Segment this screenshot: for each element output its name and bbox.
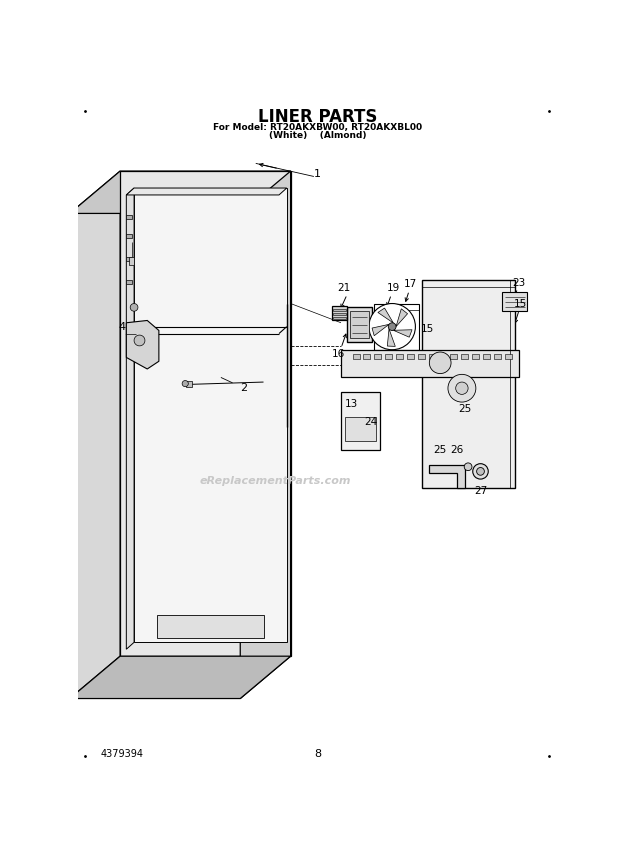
Polygon shape [393,330,412,338]
Polygon shape [396,309,407,326]
Polygon shape [345,418,376,441]
Text: 25: 25 [458,404,472,414]
Polygon shape [332,306,347,320]
Text: For Model: RT20AKXBW00, RT20AKXBL00: For Model: RT20AKXBW00, RT20AKXBL00 [213,122,422,132]
Polygon shape [126,215,131,219]
Circle shape [456,382,468,394]
Polygon shape [385,355,392,359]
Text: 1: 1 [314,169,321,179]
Polygon shape [374,355,381,359]
Circle shape [388,323,396,331]
Polygon shape [69,171,120,698]
Text: 15: 15 [421,324,435,334]
Polygon shape [407,355,414,359]
Polygon shape [69,656,291,698]
Circle shape [477,468,484,475]
Circle shape [505,300,511,307]
Polygon shape [440,355,446,359]
Polygon shape [502,292,527,311]
Polygon shape [334,317,346,319]
Polygon shape [483,355,490,359]
Polygon shape [396,355,403,359]
Polygon shape [126,257,131,261]
Polygon shape [422,281,515,488]
Polygon shape [378,308,393,323]
Text: 13: 13 [345,399,358,409]
Polygon shape [450,355,458,359]
Polygon shape [186,381,192,387]
Polygon shape [130,257,134,265]
Text: 24: 24 [364,417,377,427]
Polygon shape [126,320,159,369]
Text: 27: 27 [474,486,487,497]
Polygon shape [428,465,465,488]
Polygon shape [428,355,435,359]
Circle shape [182,381,188,387]
Text: 15: 15 [514,299,528,308]
Text: 23: 23 [513,278,526,288]
Polygon shape [334,313,346,315]
Polygon shape [126,188,134,649]
Circle shape [429,352,451,374]
Polygon shape [472,355,479,359]
Polygon shape [126,188,286,195]
Text: 4: 4 [118,322,125,331]
Text: (White)    (Almond): (White) (Almond) [269,131,366,140]
Polygon shape [69,171,291,214]
Polygon shape [157,616,264,639]
Polygon shape [505,355,511,359]
Circle shape [134,335,145,346]
Polygon shape [334,309,346,311]
Circle shape [369,304,415,350]
Circle shape [472,464,489,479]
Polygon shape [353,355,360,359]
Polygon shape [363,355,371,359]
Text: 25: 25 [433,445,447,455]
Polygon shape [341,392,379,449]
Polygon shape [418,355,425,359]
Polygon shape [350,311,369,338]
Polygon shape [494,355,501,359]
Polygon shape [461,355,468,359]
Polygon shape [341,350,520,376]
Circle shape [464,463,472,471]
Polygon shape [347,307,372,342]
Polygon shape [126,281,131,284]
Text: LINER PARTS: LINER PARTS [258,108,378,127]
Polygon shape [388,329,396,346]
Circle shape [130,304,138,311]
Text: 19: 19 [387,283,401,293]
Text: 2: 2 [241,383,247,393]
Text: 16: 16 [332,349,345,358]
Text: 8: 8 [314,749,321,759]
Text: 26: 26 [451,445,464,455]
Polygon shape [372,325,389,336]
Text: 4379394: 4379394 [100,749,144,759]
Text: 21: 21 [337,283,351,293]
Polygon shape [241,171,291,698]
Polygon shape [120,171,291,656]
Circle shape [448,375,476,402]
Text: eReplacementParts.com: eReplacementParts.com [200,475,351,486]
Polygon shape [134,188,286,642]
Text: 17: 17 [404,279,417,289]
Polygon shape [126,234,131,238]
